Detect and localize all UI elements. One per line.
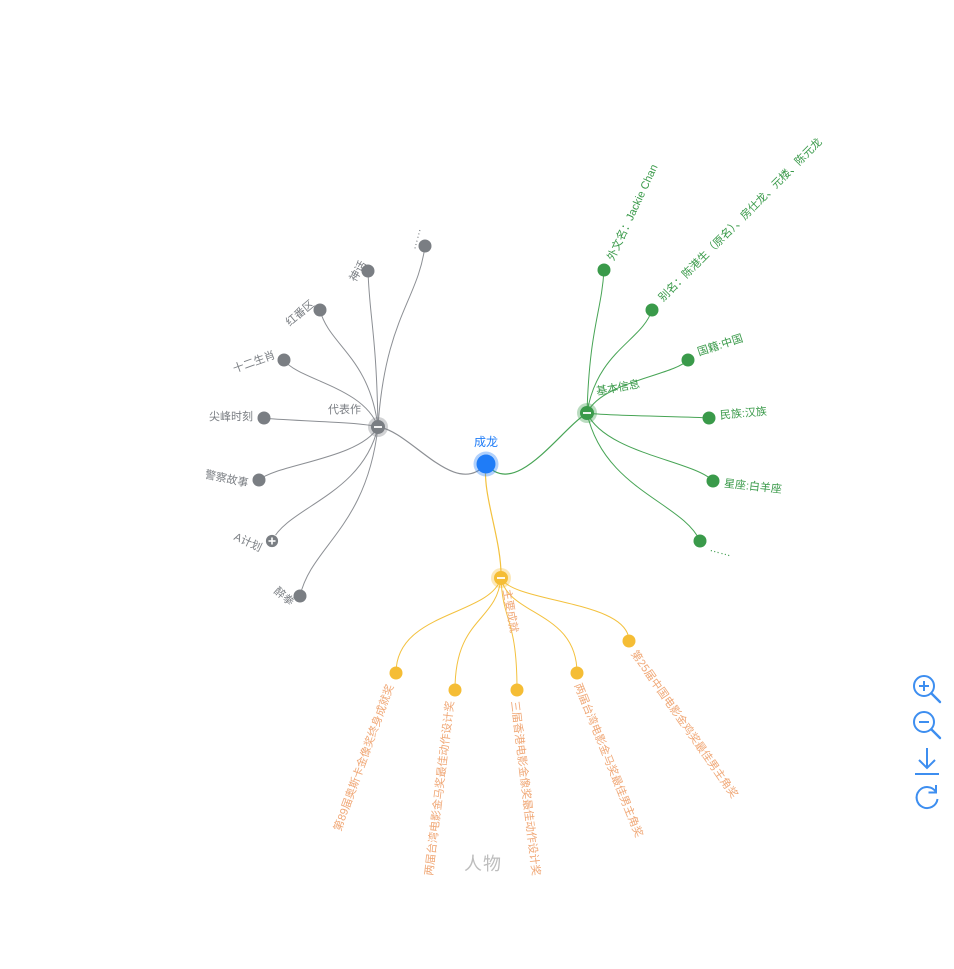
branch-label-info: 基本信息 (595, 377, 641, 398)
link-info-5 (586, 412, 701, 542)
leaf-dot (418, 239, 432, 253)
info-leaf-label: …… (708, 542, 732, 559)
download-icon (915, 748, 939, 775)
branch-label-works: 代表作 (328, 402, 361, 416)
link-awards-4 (500, 577, 630, 642)
chart-caption: 人物 (464, 854, 502, 874)
leaf-dot (257, 411, 271, 425)
works-leaf-node[interactable]: 红番区 (283, 298, 327, 329)
leaf-dot (622, 634, 636, 648)
awards-leaf-node[interactable]: 两届台湾电影金马奖最佳男主角奖 (570, 666, 647, 840)
link-info-3 (586, 412, 710, 419)
root-node[interactable]: 成龙 (473, 435, 499, 477)
link-works-2 (319, 309, 379, 428)
zoom-in-button[interactable] (910, 672, 944, 706)
info-leaf-node[interactable]: 星座:白羊座 (706, 474, 783, 496)
toolbar (910, 672, 950, 816)
works-leaf-label: 尖峰时刻 (209, 409, 253, 423)
link-info-4 (586, 412, 714, 482)
leaf-dot (510, 683, 524, 697)
works-leaf-node[interactable]: 尖峰时刻 (209, 409, 271, 425)
link-awards-3 (500, 577, 578, 674)
works-leaf-node[interactable]: 醉拳 (271, 584, 307, 609)
info-leaf-node[interactable]: 外文名：Jackie Chan (597, 162, 661, 277)
leaf-dot (702, 411, 716, 425)
leaf-dot (693, 534, 707, 548)
leaf-dot (681, 353, 695, 367)
mind-map-links (258, 245, 714, 691)
root-node-dot (476, 454, 496, 474)
leaf-dot (361, 264, 375, 278)
link-awards-1 (454, 577, 502, 691)
awards-leaf-label: 两届台湾电影金马奖最佳男主角奖 (572, 681, 647, 839)
info-leaf-label: 外文名：Jackie Chan (604, 162, 661, 263)
link-info-1 (586, 309, 653, 414)
awards-leaf-node[interactable]: 第25届中国电影金鸡奖最佳男主角奖 (622, 634, 742, 801)
leaf-dot (313, 303, 327, 317)
works-leaf-node[interactable]: 十二生肖 (231, 347, 291, 376)
info-leaf-label: 国籍:中国 (695, 331, 744, 359)
works-leaf-label: 警察故事 (204, 467, 250, 490)
refresh-icon (915, 785, 939, 810)
branch-label-awards: 主要成就 (500, 588, 521, 634)
leaf-dot (277, 353, 291, 367)
leaf-dot (389, 666, 403, 680)
works-leaf-node[interactable]: …… (406, 226, 432, 253)
link-works-4 (263, 417, 379, 428)
works-leaf-node[interactable]: A计划 (232, 530, 279, 554)
link-works-5 (258, 426, 379, 481)
branch-node-works[interactable]: 代表作 (328, 402, 388, 437)
refresh-button[interactable] (910, 780, 944, 814)
works-leaf-label: 醉拳 (271, 584, 297, 609)
link-works-7 (299, 426, 379, 597)
root-label: 成龙 (474, 435, 498, 449)
info-leaf-node[interactable]: 国籍:中国 (681, 331, 745, 367)
info-leaf-label: 别名：陈港生（原名）、房仕龙、元楼、陈元龙 (655, 135, 824, 304)
leaf-dot (706, 474, 720, 488)
leaf-dot (645, 303, 659, 317)
link-root-works (377, 426, 487, 475)
leaf-dot (293, 589, 307, 603)
leaf-dot (252, 473, 266, 487)
link-root-awards (484, 463, 502, 579)
awards-leaf-node[interactable]: 第89届奥斯卡金像奖终身成就奖 (330, 666, 403, 833)
works-leaf-label: …… (406, 226, 423, 250)
info-leaf-label: 星座:白羊座 (723, 476, 782, 496)
leaf-dot (570, 666, 584, 680)
info-leaf-node[interactable]: …… (693, 534, 733, 560)
works-leaf-label: 红番区 (283, 298, 317, 329)
branch-node-info[interactable]: 基本信息 (577, 377, 641, 423)
link-root-info (485, 412, 588, 475)
link-info-0 (586, 269, 605, 414)
link-works-3 (283, 359, 379, 428)
link-awards-0 (395, 577, 502, 674)
info-leaf-node[interactable]: 别名：陈港生（原名）、房仕龙、元楼、陈元龙 (645, 135, 825, 317)
works-leaf-node[interactable]: 神话 (346, 258, 375, 284)
works-leaf-label: 十二生肖 (231, 347, 277, 375)
zoom-in-icon (913, 675, 942, 704)
link-info-2 (586, 359, 689, 414)
download-button[interactable] (910, 744, 944, 778)
works-leaf-node[interactable]: 警察故事 (204, 467, 266, 490)
awards-leaf-node[interactable]: 两届台湾电影金马奖最佳动作设计奖 (422, 683, 462, 877)
awards-leaf-node[interactable]: 三届香港电影金像奖最佳动作设计奖 (508, 683, 543, 877)
awards-leaf-label: 第89届奥斯卡金像奖终身成就奖 (330, 682, 396, 833)
link-awards-2 (500, 577, 518, 691)
zoom-out-button[interactable] (910, 708, 944, 742)
leaf-dot (597, 263, 611, 277)
link-works-0 (377, 245, 426, 428)
zoom-out-icon (913, 711, 942, 740)
leaf-dot (448, 683, 462, 697)
info-leaf-label: 民族:汉族 (719, 404, 767, 422)
works-leaf-label: A计划 (232, 530, 264, 554)
info-leaf-node[interactable]: 民族:汉族 (702, 404, 768, 425)
link-works-1 (367, 270, 379, 428)
link-works-6 (271, 426, 379, 542)
awards-leaf-label: 第25届中国电影金鸡奖最佳男主角奖 (628, 647, 741, 800)
